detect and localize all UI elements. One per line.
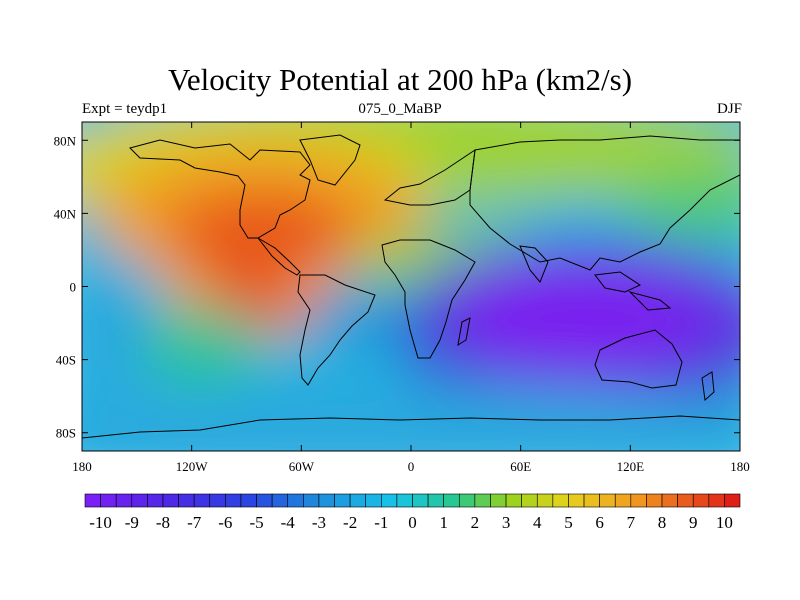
- colorbar-box: [568, 493, 585, 508]
- colorbar-box: [505, 493, 522, 508]
- colorbar-box: [583, 493, 600, 508]
- lat-tick-label: 0: [70, 280, 77, 295]
- colorbar-box: [271, 493, 289, 508]
- colorbar-box: [708, 493, 725, 508]
- colorbar-box: [225, 493, 242, 508]
- colorbar-box: [427, 493, 444, 508]
- colorbar-box: [147, 493, 164, 508]
- colorbar-box: [443, 493, 460, 508]
- colorbar-label: -4: [281, 513, 296, 532]
- colorbar-box: [349, 493, 367, 508]
- colorbar-box: [724, 493, 741, 508]
- colorbar-label: 0: [408, 513, 417, 532]
- colorbar-label: -3: [312, 513, 326, 532]
- colorbar-label: 2: [471, 513, 480, 532]
- lon-tick-label: 120E: [617, 459, 645, 474]
- colorbar-box: [677, 493, 694, 508]
- colorbar-box: [458, 493, 476, 508]
- colorbar-box: [599, 493, 616, 508]
- colorbar-label: -2: [343, 513, 357, 532]
- colorbar-box: [287, 493, 304, 508]
- colorbar-box: [240, 493, 257, 508]
- colorbar-label: 4: [533, 513, 542, 532]
- colorbar-box: [552, 493, 569, 508]
- colorbar-label: 1: [439, 513, 448, 532]
- colorbar-box: [630, 493, 647, 508]
- lon-tick-label: 180: [730, 459, 750, 474]
- colorbar-box: [412, 493, 429, 508]
- contour-field: [82, 122, 740, 451]
- colorbar-box: [131, 493, 148, 508]
- colorbar-box: [334, 493, 351, 508]
- colorbar: -10 -9 -8 -7 -6 -5 -4 -3 -2 -1 0 1 2 3 4 5 6 7 8 9 10: [84, 493, 741, 532]
- lat-tick-label: 80S: [56, 426, 76, 441]
- colorbar-box: [162, 493, 179, 508]
- colorbar-label: -9: [125, 513, 139, 532]
- colorbar-label: 9: [689, 513, 698, 532]
- colorbar-box: [178, 493, 195, 508]
- season-label: DJF: [716, 101, 742, 117]
- coastlines: [82, 134, 740, 439]
- colorbar-label: -6: [218, 513, 232, 532]
- colorbar-box: [661, 493, 678, 508]
- colorbar-label: 5: [564, 513, 573, 532]
- lon-tick-label: 0: [408, 459, 415, 474]
- lat-tick-label: 40S: [56, 353, 76, 368]
- colorbar-box: [303, 493, 320, 508]
- colorbar-label: 8: [658, 513, 667, 532]
- colorbar-label: -8: [156, 513, 170, 532]
- lon-tick-label: 180: [72, 459, 92, 474]
- colorbar-box: [84, 493, 101, 508]
- colorbar-box: [396, 493, 413, 508]
- colorbar-box: [193, 493, 211, 508]
- colorbar-box: [536, 493, 554, 508]
- colorbar-label: -1: [374, 513, 388, 532]
- colorbar-box: [115, 493, 133, 508]
- colorbar-box: [646, 493, 663, 508]
- colorbar-label: -5: [249, 513, 263, 532]
- colorbar-box: [365, 493, 382, 508]
- colorbar-label: 10: [716, 513, 733, 532]
- colorbar-box: [100, 493, 117, 508]
- lon-tick-label: 120W: [176, 459, 209, 474]
- colorbar-box: [490, 493, 507, 508]
- lon-tick-label: 60W: [289, 459, 315, 474]
- colorbar-label: -7: [187, 513, 202, 532]
- colorbar-box: [521, 493, 538, 508]
- colorbar-label: -10: [89, 513, 112, 532]
- experiment-label: Expt = teydp1: [82, 101, 168, 117]
- latitude-axis: 80N 40N 0 40S 80S: [54, 133, 740, 441]
- colorbar-box: [209, 493, 226, 508]
- longitude-axis: 180 120W 60W 0 60E 120E 180: [72, 122, 750, 474]
- colorbar-label: 6: [595, 513, 604, 532]
- colorbar-box: [614, 493, 632, 508]
- period-label: 075_0_MaBP: [358, 101, 442, 117]
- colorbar-box: [474, 493, 491, 508]
- lat-tick-label: 80N: [54, 133, 77, 148]
- colorbar-label: 3: [502, 513, 511, 532]
- map-title: Velocity Potential at 200 hPa (km2/s): [167, 62, 633, 97]
- colorbar-label: 7: [627, 513, 636, 532]
- colorbar-box: [381, 493, 398, 508]
- lon-tick-label: 60E: [510, 459, 531, 474]
- colorbar-box: [692, 493, 710, 508]
- colorbar-box: [318, 493, 335, 508]
- lat-tick-label: 40N: [54, 206, 77, 221]
- colorbar-box: [256, 493, 273, 508]
